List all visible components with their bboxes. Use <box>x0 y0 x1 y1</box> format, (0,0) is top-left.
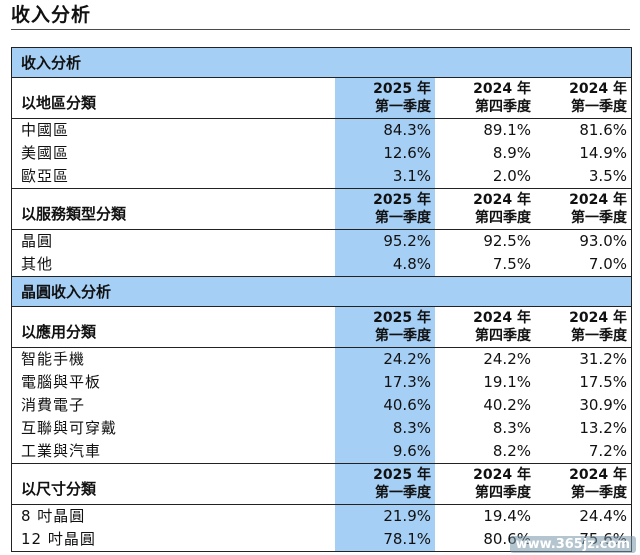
row-label: 智能手機 <box>21 350 86 368</box>
value-2024q1: 93.0% <box>579 232 627 250</box>
table-row: 8 吋晶圓 21.9% 19.4% 24.4% <box>12 505 631 528</box>
band-wafer-revenue-analysis: 晶圓收入分析 <box>12 277 631 307</box>
value-2024q4: 8.2% <box>492 442 531 460</box>
value-2024q4: 89.1% <box>483 121 531 139</box>
value-2024q1: 7.2% <box>588 442 627 460</box>
row-label: 歐亞區 <box>21 167 70 185</box>
col-header-2024q1: 2024 年第一季度 <box>569 81 627 115</box>
value-2024q4: 8.3% <box>492 419 531 437</box>
value-2025q1: 3.1% <box>335 165 435 188</box>
row-label: 美國區 <box>21 144 70 162</box>
value-2024q4: 92.5% <box>483 232 531 250</box>
site-watermark: www.365jz.com <box>509 536 636 553</box>
value-2024q1: 30.9% <box>579 396 627 414</box>
col-header-2024q4: 2024 年第四季度 <box>473 467 531 501</box>
value-2025q1: 95.2% <box>335 230 435 253</box>
section-title: 以應用分類 <box>21 323 97 341</box>
value-2024q4: 40.2% <box>483 396 531 414</box>
col-header-2024q1: 2024 年第一季度 <box>569 310 627 344</box>
value-2025q1: 12.6% <box>335 142 435 165</box>
value-2025q1: 24.2% <box>335 348 435 371</box>
table-row: 電腦與平板 17.3% 19.1% 17.5% <box>12 371 631 394</box>
value-2024q1: 3.5% <box>588 167 627 185</box>
band-revenue-analysis: 收入分析 <box>12 48 631 78</box>
section-header-application: 以應用分類 2025 年第一季度 2024 年第四季度 2024 年第一季度 <box>12 307 631 348</box>
value-2025q1: 17.3% <box>335 371 435 394</box>
value-2024q4: 8.9% <box>492 144 531 162</box>
value-2024q1: 17.5% <box>579 373 627 391</box>
table-row: 晶圓 95.2% 92.5% 93.0% <box>12 230 631 253</box>
value-2024q1: 7.0% <box>588 255 627 273</box>
table-row: 歐亞區 3.1% 2.0% 3.5% <box>12 165 631 189</box>
value-2024q4: 2.0% <box>492 167 531 185</box>
row-label: 工業與汽車 <box>21 442 102 460</box>
value-2024q4: 7.5% <box>492 255 531 273</box>
row-label: 電腦與平板 <box>21 373 102 391</box>
table-row: 其他 4.8% 7.5% 7.0% <box>12 253 631 277</box>
value-2025q1: 21.9% <box>335 505 435 528</box>
value-2025q1: 84.3% <box>335 119 435 142</box>
value-2024q1: 24.4% <box>579 507 627 525</box>
table-row: 消費電子 40.6% 40.2% 30.9% <box>12 394 631 417</box>
value-2025q1: 78.1% <box>335 528 435 551</box>
col-header-2024q4: 2024 年第四季度 <box>473 192 531 226</box>
table-row: 工業與汽車 9.6% 8.2% 7.2% <box>12 440 631 464</box>
value-2024q1: 81.6% <box>579 121 627 139</box>
value-2024q4: 19.1% <box>483 373 531 391</box>
value-2024q4: 19.4% <box>483 507 531 525</box>
value-2025q1: 40.6% <box>335 394 435 417</box>
col-header-2024q4: 2024 年第四季度 <box>473 310 531 344</box>
section-header-region: 以地區分類 2025 年第一季度 2024 年第四季度 2024 年第一季度 <box>12 78 631 119</box>
table-row: 互聯與可穿戴 8.3% 8.3% 13.2% <box>12 417 631 440</box>
value-2024q1: 14.9% <box>579 144 627 162</box>
col-header-2025q1: 2025 年第一季度 <box>335 307 435 347</box>
title-divider <box>11 29 630 30</box>
col-header-2024q1: 2024 年第一季度 <box>569 192 627 226</box>
value-2024q4: 24.2% <box>483 350 531 368</box>
page-title: 收入分析 <box>11 4 92 26</box>
section-title: 以服務類型分類 <box>21 205 127 223</box>
row-label: 中國區 <box>21 121 70 139</box>
section-header-size: 以尺寸分類 2025 年第一季度 2024 年第四季度 2024 年第一季度 <box>12 464 631 505</box>
table-row: 中國區 84.3% 89.1% 81.6% <box>12 119 631 142</box>
section-title: 以地區分類 <box>21 94 97 112</box>
col-header-2025q1: 2025 年第一季度 <box>335 78 435 118</box>
table-row: 美國區 12.6% 8.9% 14.9% <box>12 142 631 165</box>
row-label: 互聯與可穿戴 <box>21 419 118 437</box>
revenue-analysis-table: 收入分析 以地區分類 2025 年第一季度 2024 年第四季度 2024 年第… <box>11 47 632 552</box>
row-label: 其他 <box>21 255 54 273</box>
value-2024q1: 31.2% <box>579 350 627 368</box>
value-2025q1: 9.6% <box>335 440 435 463</box>
section-header-service-type: 以服務類型分類 2025 年第一季度 2024 年第四季度 2024 年第一季度 <box>12 189 631 230</box>
value-2025q1: 4.8% <box>335 253 435 276</box>
col-header-2025q1: 2025 年第一季度 <box>335 189 435 229</box>
row-label: 8 吋晶圓 <box>21 507 86 525</box>
row-label: 12 吋晶圓 <box>21 530 96 548</box>
row-label: 晶圓 <box>21 232 54 250</box>
value-2025q1: 8.3% <box>335 417 435 440</box>
col-header-2024q4: 2024 年第四季度 <box>473 81 531 115</box>
row-label: 消費電子 <box>21 396 86 414</box>
value-2024q1: 13.2% <box>579 419 627 437</box>
col-header-2025q1: 2025 年第一季度 <box>335 464 435 504</box>
table-row: 智能手機 24.2% 24.2% 31.2% <box>12 348 631 371</box>
table-row: 12 吋晶圓 78.1% 80.6% 75.6% <box>12 528 631 551</box>
col-header-2024q1: 2024 年第一季度 <box>569 467 627 501</box>
section-title: 以尺寸分類 <box>21 480 97 498</box>
